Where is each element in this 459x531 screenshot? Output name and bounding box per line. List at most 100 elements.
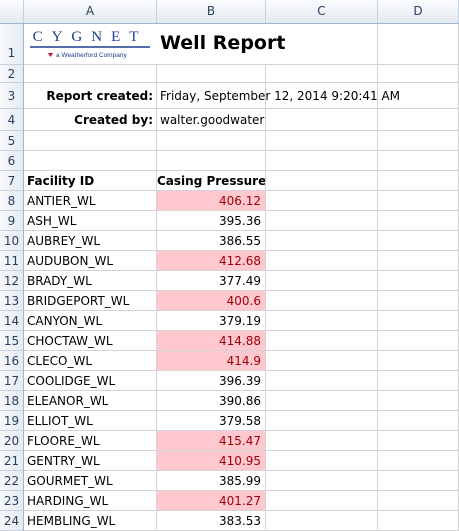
facility-id-cell[interactable]: CLECO_WL [24,351,157,371]
cell-d17[interactable] [378,371,459,391]
cell-b7[interactable]: Casing Pressure [157,171,266,191]
casing-pressure-cell[interactable]: 406.12 [157,191,266,211]
row-header-6[interactable]: 6 [0,151,24,171]
cell-c19[interactable] [266,411,378,431]
column-header-c[interactable]: C [266,0,378,23]
cell-d22[interactable] [378,471,459,491]
casing-pressure-cell[interactable]: 377.49 [157,271,266,291]
casing-pressure-cell[interactable]: 390.86 [157,391,266,411]
casing-pressure-cell[interactable]: 400.6 [157,291,266,311]
facility-id-cell[interactable]: FLOORE_WL [24,431,157,451]
row-header-2[interactable]: 2 [0,65,24,83]
facility-id-cell[interactable]: BRADY_WL [24,271,157,291]
cell-d24[interactable] [378,511,459,531]
casing-pressure-cell[interactable]: 383.53 [157,511,266,531]
casing-pressure-cell[interactable]: 395.36 [157,211,266,231]
cell-d3[interactable] [378,83,459,109]
cell-d9[interactable] [378,211,459,231]
cell-b2[interactable] [157,65,266,83]
row-header-3[interactable]: 3 [0,83,24,109]
row-header-5[interactable]: 5 [0,131,24,151]
cell-d5[interactable] [378,131,459,151]
cell-c7[interactable] [266,171,378,191]
cell-c23[interactable] [266,491,378,511]
row-header-19[interactable]: 19 [0,411,24,431]
facility-id-cell[interactable]: ANTIER_WL [24,191,157,211]
casing-pressure-cell[interactable]: 401.27 [157,491,266,511]
row-header-10[interactable]: 10 [0,231,24,251]
cell-c15[interactable] [266,331,378,351]
facility-id-cell[interactable]: HARDING_WL [24,491,157,511]
cell-c9[interactable] [266,211,378,231]
cell-c6[interactable] [266,151,378,171]
cell-c5[interactable] [266,131,378,151]
cell-d20[interactable] [378,431,459,451]
facility-id-cell[interactable]: BRIDGEPORT_WL [24,291,157,311]
cell-d12[interactable] [378,271,459,291]
casing-pressure-cell[interactable]: 414.9 [157,351,266,371]
column-header-d[interactable]: D [378,0,459,23]
casing-pressure-cell[interactable]: 412.68 [157,251,266,271]
cell-d8[interactable] [378,191,459,211]
cell-c21[interactable] [266,451,378,471]
cell-c11[interactable] [266,251,378,271]
row-header-16[interactable]: 16 [0,351,24,371]
row-header-11[interactable]: 11 [0,251,24,271]
cell-c16[interactable] [266,351,378,371]
facility-id-cell[interactable]: CANYON_WL [24,311,157,331]
row-header-21[interactable]: 21 [0,451,24,471]
cell-c18[interactable] [266,391,378,411]
facility-id-cell[interactable]: AUBREY_WL [24,231,157,251]
cell-d6[interactable] [378,151,459,171]
column-header-a[interactable]: A [24,0,157,23]
facility-id-cell[interactable]: ASH_WL [24,211,157,231]
row-header-13[interactable]: 13 [0,291,24,311]
cell-d21[interactable] [378,451,459,471]
casing-pressure-cell[interactable]: 386.55 [157,231,266,251]
casing-pressure-cell[interactable]: 379.58 [157,411,266,431]
cell-d15[interactable] [378,331,459,351]
casing-pressure-cell[interactable]: 396.39 [157,371,266,391]
cell-c10[interactable] [266,231,378,251]
cell-d11[interactable] [378,251,459,271]
facility-id-cell[interactable]: GENTRY_WL [24,451,157,471]
facility-id-cell[interactable]: ELLIOT_WL [24,411,157,431]
cell-c12[interactable] [266,271,378,291]
row-header-12[interactable]: 12 [0,271,24,291]
cell-c20[interactable] [266,431,378,451]
casing-pressure-cell[interactable]: 415.47 [157,431,266,451]
cell-b1[interactable]: Well Report [157,24,285,65]
cell-a2[interactable] [24,65,157,83]
cell-b6[interactable] [157,151,266,171]
column-header-b[interactable]: B [157,0,266,23]
row-header-14[interactable]: 14 [0,311,24,331]
cell-a1[interactable]: CYGNET a Weatherford Company [24,24,157,65]
row-header-18[interactable]: 18 [0,391,24,411]
select-all-corner[interactable] [0,0,24,23]
cell-c2[interactable] [266,65,378,83]
facility-id-cell[interactable]: AUDUBON_WL [24,251,157,271]
cell-d14[interactable] [378,311,459,331]
cell-d19[interactable] [378,411,459,431]
cell-d16[interactable] [378,351,459,371]
row-header-23[interactable]: 23 [0,491,24,511]
casing-pressure-cell[interactable]: 410.95 [157,451,266,471]
cell-c1[interactable] [266,24,378,65]
casing-pressure-cell[interactable]: 379.19 [157,311,266,331]
cell-b3[interactable]: Friday, September 12, 2014 9:20:41 AM [157,83,400,109]
row-header-17[interactable]: 17 [0,371,24,391]
row-header-24[interactable]: 24 [0,511,24,531]
row-header-7[interactable]: 7 [0,171,24,191]
cell-c17[interactable] [266,371,378,391]
cell-c13[interactable] [266,291,378,311]
cell-c3[interactable] [266,83,378,109]
cell-a3[interactable]: Report created: [24,83,157,109]
cell-d4[interactable] [378,109,459,131]
cell-b5[interactable] [157,131,266,151]
row-header-22[interactable]: 22 [0,471,24,491]
row-header-20[interactable]: 20 [0,431,24,451]
row-header-15[interactable]: 15 [0,331,24,351]
cell-d23[interactable] [378,491,459,511]
casing-pressure-cell[interactable]: 385.99 [157,471,266,491]
facility-id-cell[interactable]: CHOCTAW_WL [24,331,157,351]
